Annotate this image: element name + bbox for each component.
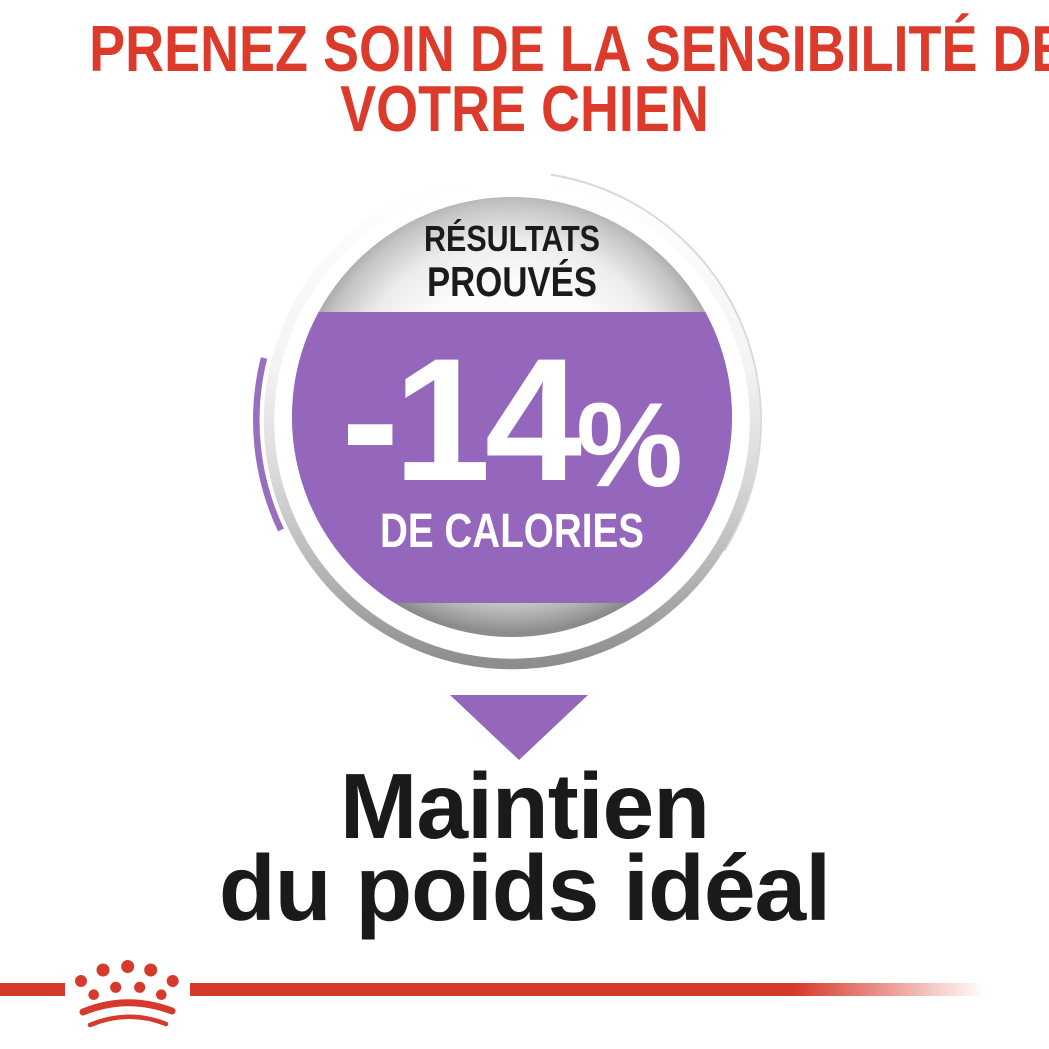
crown-dot	[88, 989, 99, 1000]
badge-outer-highlight-arc	[550, 173, 762, 552]
royal-canin-crown-icon	[75, 960, 179, 1028]
crown-dot	[134, 981, 146, 993]
crown-dot	[144, 963, 158, 977]
benefit-claim: Maintien du poids idéal	[0, 754, 1049, 940]
crown-arc	[79, 999, 176, 1016]
badge-metal-ring	[263, 172, 761, 670]
proof-badge: RÉSULTATS PROUVÉS -14% DE CALORIES	[253, 172, 762, 760]
badge-label-line-2: PROUVÉS	[427, 258, 597, 305]
badge-purple-band	[292, 312, 732, 603]
stat-unit: %	[576, 378, 683, 512]
headline-line-1: PRENEZ SOIN DE LA SENSIBILITÉ DE	[89, 12, 1049, 85]
benefit-line-2: du poids idéal	[218, 836, 831, 940]
stat-value: -14	[341, 323, 582, 518]
down-arrow-icon	[450, 695, 588, 760]
stat-text: -14%	[341, 323, 683, 518]
crown-dot	[110, 981, 122, 993]
crown-dot	[121, 960, 135, 973]
stat-caption: DE CALORIES	[380, 505, 644, 558]
footer-divider-right	[190, 983, 985, 996]
badge-purple-reflection-arc	[253, 357, 284, 532]
footer-divider-left	[0, 983, 65, 996]
headline-line-2: VOTRE CHIEN	[340, 72, 709, 145]
crown-dot	[156, 989, 167, 1000]
crown-dot	[75, 975, 87, 987]
crown-dot	[96, 963, 110, 977]
crown-dot	[166, 975, 179, 987]
badge-label-line-1: RÉSULTATS	[424, 218, 600, 259]
crown-arc	[87, 1014, 169, 1028]
benefit-line-1: Maintien	[339, 754, 710, 858]
headline: PRENEZ SOIN DE LA SENSIBILITÉ DE VOTRE C…	[89, 12, 1049, 145]
